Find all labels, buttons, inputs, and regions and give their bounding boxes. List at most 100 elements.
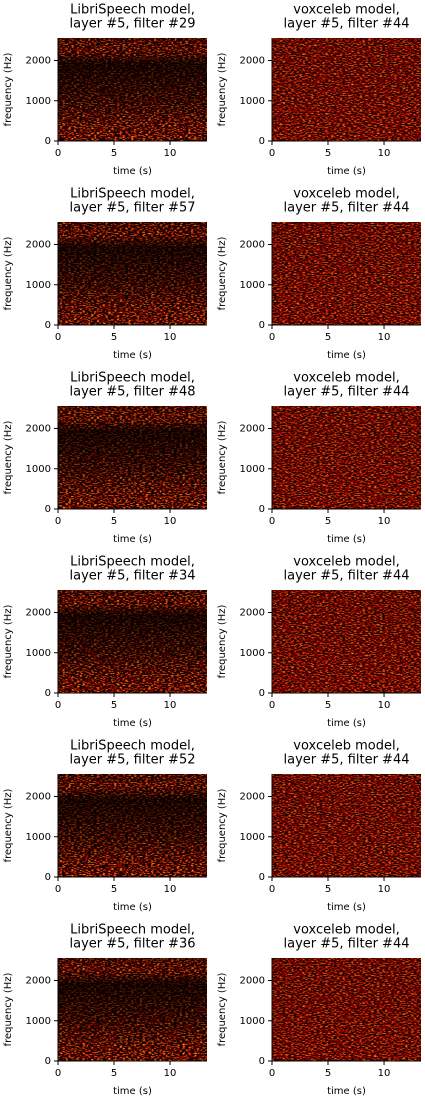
y-axis-label: frequency (Hz) (3, 236, 14, 310)
y-axis-label: frequency (Hz) (3, 52, 14, 126)
y-axis-label: frequency (Hz) (217, 604, 228, 678)
x-tick-label: 5 (111, 884, 117, 895)
x-tick-label: 0 (55, 1068, 61, 1079)
x-tick-label: 10 (378, 332, 391, 343)
y-tick-label: 2000 (26, 976, 51, 987)
x-tick-label: 5 (325, 148, 331, 159)
subplot-title: voxceleb model, (293, 3, 399, 18)
x-tick-label: 10 (164, 700, 177, 711)
subplot-title: layer #5, filter #34 (70, 569, 196, 584)
y-tick-label: 1000 (240, 464, 265, 475)
heatmap-shade (58, 38, 207, 141)
x-tick-label: 10 (378, 516, 391, 527)
y-tick-label: 2000 (240, 240, 265, 251)
x-axis-label: time (s) (113, 1086, 152, 1097)
y-axis-label: frequency (Hz) (217, 420, 228, 494)
y-tick-label: 2000 (240, 424, 265, 435)
x-axis-label: time (s) (113, 902, 152, 913)
x-tick-label: 5 (325, 1068, 331, 1079)
y-axis-label: frequency (Hz) (3, 972, 14, 1046)
subplot-title: LibriSpeech model, (70, 3, 195, 18)
subplot-title: LibriSpeech model, (70, 555, 195, 570)
heatmap-shade (272, 774, 421, 877)
x-tick-label: 0 (269, 884, 275, 895)
subplot-title: LibriSpeech model, (70, 187, 195, 202)
y-tick-label: 0 (259, 1056, 265, 1067)
x-tick-label: 5 (111, 148, 117, 159)
x-tick-label: 10 (164, 516, 177, 527)
x-tick-label: 5 (325, 332, 331, 343)
y-tick-label: 1000 (240, 1016, 265, 1027)
x-tick-label: 0 (269, 700, 275, 711)
subplot-title: layer #5, filter #44 (284, 201, 410, 216)
subplot: LibriSpeech model,layer #5, filter #34 0 5… (3, 555, 207, 729)
x-tick-label: 5 (111, 332, 117, 343)
x-axis-label: time (s) (113, 350, 152, 361)
y-axis-label: frequency (Hz) (217, 236, 228, 310)
x-tick-label: 10 (378, 884, 391, 895)
x-axis-label: time (s) (113, 534, 152, 545)
y-tick-label: 2000 (26, 424, 51, 435)
y-axis-label: frequency (Hz) (217, 788, 228, 862)
subplot-title: layer #5, filter #44 (284, 753, 410, 768)
x-tick-label: 0 (269, 332, 275, 343)
x-tick-label: 0 (269, 148, 275, 159)
y-tick-label: 0 (45, 504, 51, 515)
y-axis-label: frequency (Hz) (3, 604, 14, 678)
heatmap-shade (272, 406, 421, 509)
subplot-title: layer #5, filter #44 (284, 385, 410, 400)
y-axis-label: frequency (Hz) (217, 52, 228, 126)
y-tick-label: 1000 (26, 280, 51, 291)
subplot-title: layer #5, filter #57 (70, 201, 196, 216)
subplot-title: layer #5, filter #36 (70, 937, 196, 952)
y-tick-label: 0 (45, 688, 51, 699)
heatmap-shade (272, 38, 421, 141)
x-tick-label: 0 (55, 332, 61, 343)
y-tick-label: 2000 (26, 240, 51, 251)
x-tick-label: 5 (325, 884, 331, 895)
x-tick-label: 10 (164, 332, 177, 343)
x-axis-label: time (s) (327, 902, 366, 913)
x-tick-label: 0 (55, 700, 61, 711)
y-tick-label: 1000 (240, 648, 265, 659)
heatmap-shade (58, 958, 207, 1061)
x-tick-label: 10 (378, 1068, 391, 1079)
subplot-title: LibriSpeech model, (70, 923, 195, 938)
x-tick-label: 0 (55, 884, 61, 895)
x-tick-label: 5 (111, 1068, 117, 1079)
subplot: LibriSpeech model,layer #5, filter #57 0 5… (3, 187, 207, 361)
heatmap-shade (58, 406, 207, 509)
x-axis-label: time (s) (113, 166, 152, 177)
subplot: LibriSpeech model,layer #5, filter #52 0 5… (3, 739, 207, 913)
y-tick-label: 2000 (26, 608, 51, 619)
y-tick-label: 1000 (240, 96, 265, 107)
y-tick-label: 0 (45, 320, 51, 331)
x-tick-label: 0 (269, 516, 275, 527)
y-tick-label: 1000 (240, 832, 265, 843)
y-tick-label: 2000 (240, 792, 265, 803)
x-tick-label: 0 (55, 148, 61, 159)
x-tick-label: 0 (55, 516, 61, 527)
y-axis-label: frequency (Hz) (217, 972, 228, 1046)
subplot-title: voxceleb model, (293, 187, 399, 202)
y-tick-label: 2000 (26, 56, 51, 67)
y-tick-label: 0 (259, 136, 265, 147)
y-tick-label: 0 (45, 872, 51, 883)
y-tick-label: 1000 (26, 1016, 51, 1027)
x-axis-label: time (s) (327, 350, 366, 361)
heatmap-shade (58, 222, 207, 325)
subplot-title: layer #5, filter #48 (70, 385, 196, 400)
subplot-title: layer #5, filter #29 (70, 17, 196, 32)
subplot: voxceleb model,layer #5, filter #440 5 100… (217, 3, 421, 177)
x-tick-label: 5 (325, 700, 331, 711)
y-tick-label: 1000 (26, 832, 51, 843)
x-tick-label: 10 (378, 700, 391, 711)
subplot-title: layer #5, filter #44 (284, 569, 410, 584)
y-tick-label: 0 (259, 872, 265, 883)
subplot: voxceleb model,layer #5, filter #440 5 100… (217, 371, 421, 545)
y-axis-label: frequency (Hz) (3, 788, 14, 862)
subplot: voxceleb model,layer #5, filter #440 5 100… (217, 923, 421, 1097)
subplot-title: voxceleb model, (293, 555, 399, 570)
y-tick-label: 2000 (240, 56, 265, 67)
